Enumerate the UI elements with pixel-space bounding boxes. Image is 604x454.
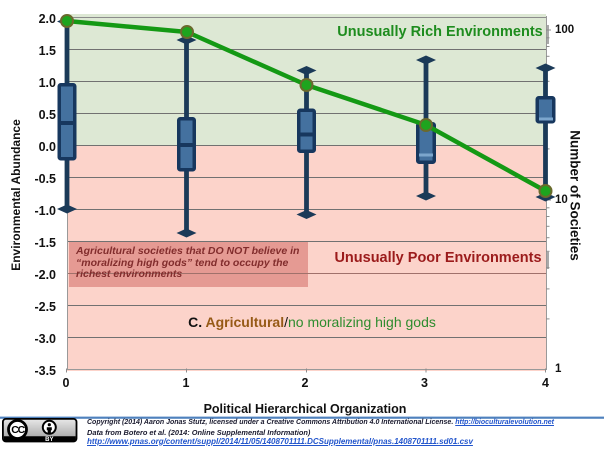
svg-text:BY: BY [45,437,53,443]
svg-text:CC: CC [11,424,25,436]
